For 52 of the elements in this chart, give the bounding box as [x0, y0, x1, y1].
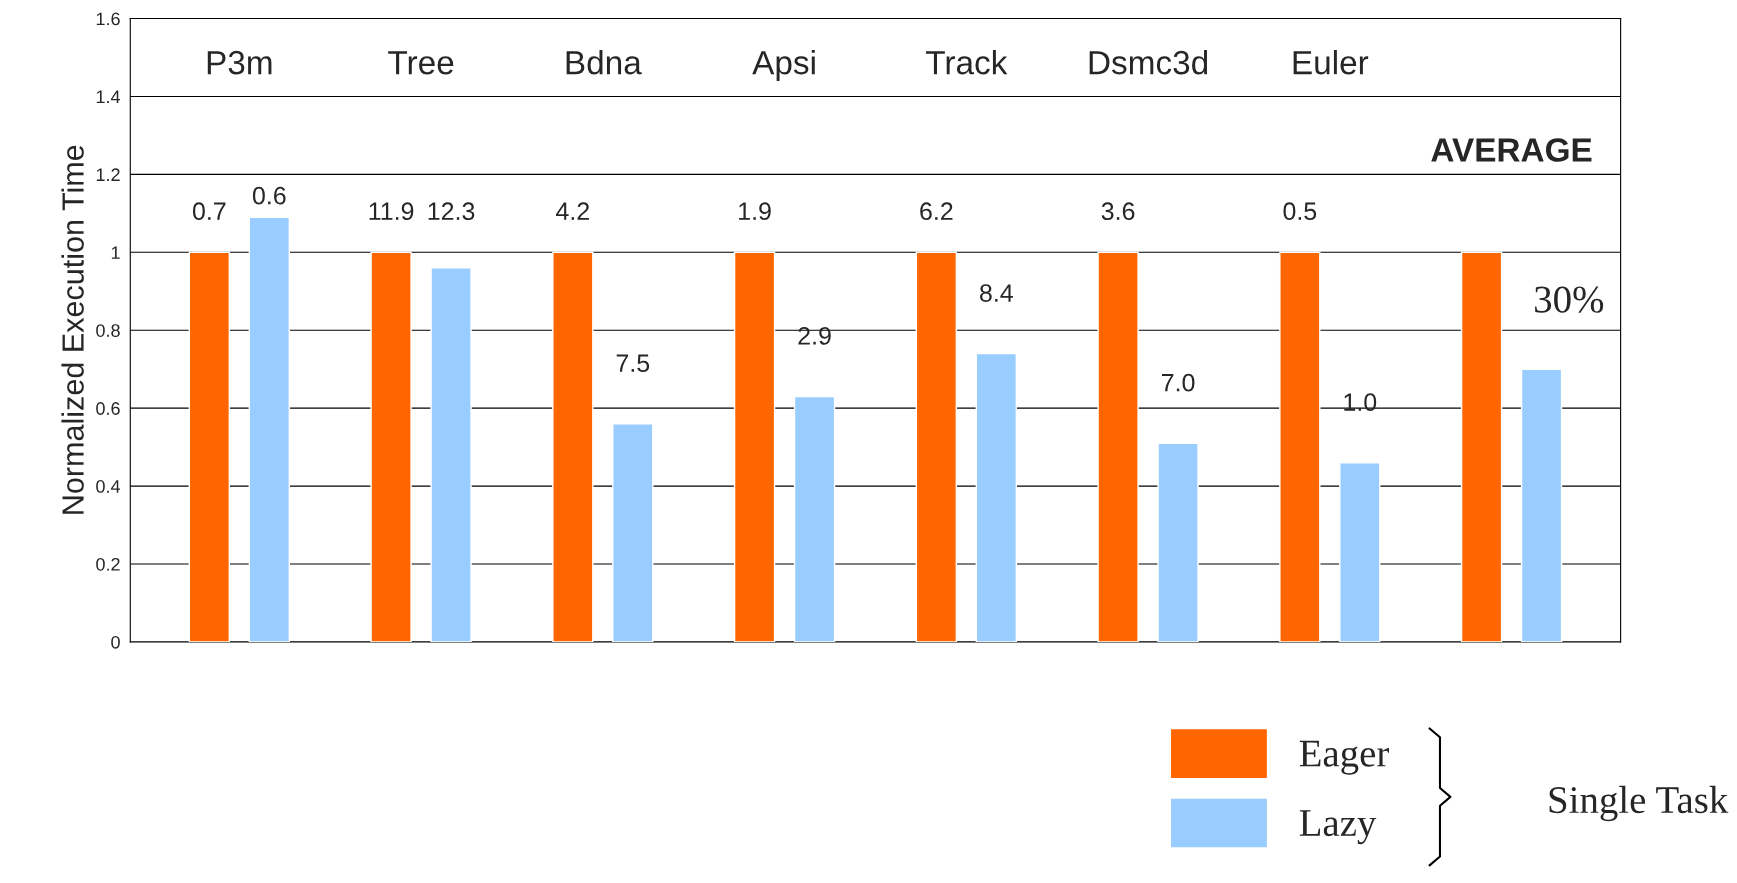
annotation: 3.6 — [1101, 202, 1135, 221]
annotation: 7.5 — [616, 354, 650, 373]
y-tick-label: 1.4 — [96, 90, 121, 104]
x-tick-label: Bdna — [566, 49, 642, 75]
bar — [793, 395, 836, 642]
x-tick-label: Apsi — [752, 49, 815, 82]
y-axis-title: Normalized Execution Time — [61, 145, 84, 514]
bar — [430, 267, 472, 642]
annotation: 0.6 — [252, 186, 286, 205]
legend-label: Eager — [1299, 740, 1389, 775]
bar — [248, 216, 291, 642]
y-tick-label: 0.6 — [96, 402, 120, 415]
annotation: 4.2 — [556, 202, 589, 220]
bar — [915, 251, 958, 642]
x-tick-label: Dsmc3d — [1089, 49, 1208, 75]
legend-label: Lazy — [1299, 810, 1377, 845]
bar — [552, 251, 594, 642]
y-tick-label: 0.2 — [96, 557, 120, 571]
x-tick-label: AVERAGE — [1431, 138, 1592, 162]
y-tick-label: 0.4 — [96, 480, 121, 493]
bar — [612, 423, 654, 642]
x-tick-label: Euler — [1293, 49, 1369, 75]
bar — [188, 251, 231, 642]
bar — [733, 251, 776, 642]
bar — [1339, 462, 1381, 642]
annotation: 0.7 — [192, 202, 226, 221]
annotation: 7.0 — [1161, 373, 1195, 392]
annotation: 1.0 — [1344, 393, 1377, 411]
x-tick-label: Track — [926, 49, 1008, 75]
y-tick-label: 1.2 — [96, 168, 120, 181]
bar — [1157, 442, 1199, 642]
bar — [370, 251, 412, 642]
annotation: 30% — [1535, 286, 1604, 313]
bar — [975, 352, 1017, 642]
legend-title: Single Task — [1549, 785, 1729, 822]
y-tick-label: 0.8 — [96, 324, 120, 337]
annotation: 1.9 — [739, 202, 771, 221]
y-tick-label: 0 — [111, 635, 120, 649]
annotation: 11.9 — [369, 202, 414, 221]
annotation: 12.3 — [428, 202, 475, 221]
x-tick-label: P3m — [207, 50, 272, 75]
annotation: 8.4 — [980, 284, 1013, 302]
bar — [1097, 251, 1139, 642]
bar — [1520, 368, 1563, 642]
y-tick-label: 1 — [111, 246, 120, 259]
bar — [1460, 251, 1503, 642]
y-tick-label: 1.6 — [96, 12, 120, 26]
bar — [1279, 251, 1321, 642]
annotation: 6.2 — [920, 202, 953, 221]
annotation: 2.9 — [798, 327, 831, 345]
annotation: 0.5 — [1283, 202, 1317, 221]
x-tick-label: Tree — [388, 51, 454, 75]
